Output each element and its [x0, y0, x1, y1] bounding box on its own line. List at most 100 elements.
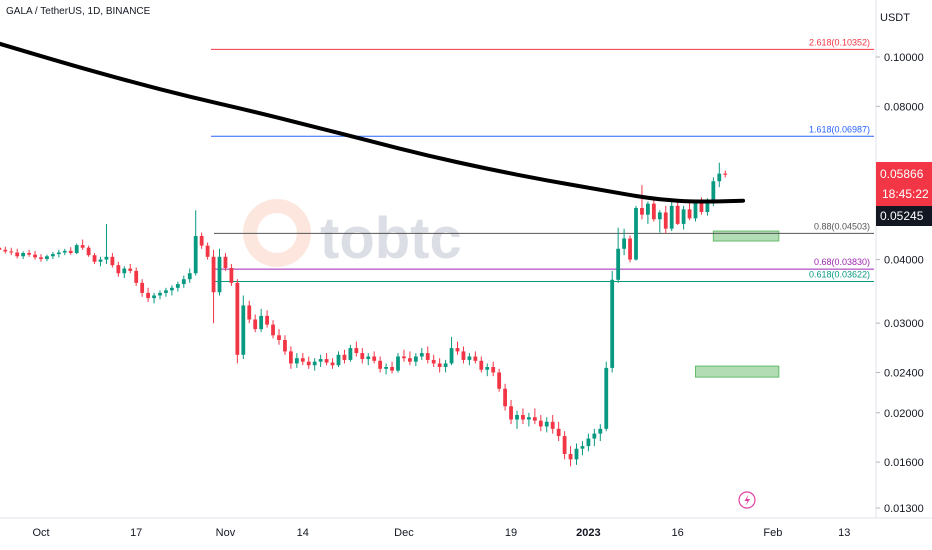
- candle: [68, 247, 73, 255]
- candle: [723, 170, 728, 178]
- candle: [330, 358, 335, 369]
- currency-label: USDT: [880, 12, 910, 24]
- candle: [497, 368, 502, 392]
- candle: [568, 446, 573, 467]
- candle: [646, 201, 650, 224]
- price-axis-ticks: 0.10000 0.08000 0.04000 0.03000 0.02400 0.020…: [876, 52, 924, 515]
- candle: [348, 344, 353, 362]
- candle: [378, 356, 383, 373]
- candle: [306, 356, 311, 369]
- candle: [259, 308, 264, 333]
- chart-title: GALA / TetherUS, 1D, BINANCE: [6, 6, 151, 17]
- candle: [574, 443, 579, 465]
- price-tick-label: 0.10000: [884, 52, 924, 64]
- candle: [521, 408, 525, 425]
- candle: [336, 351, 341, 368]
- ma-price-value: 0.05245: [880, 209, 924, 223]
- fib-levels-layer: 2.618(0.10352) 1.618(0.06987) 0.88(0.04503…: [211, 37, 874, 282]
- candle: [74, 243, 79, 255]
- fib-level-label-2: 1.618(0.06987): [809, 124, 870, 134]
- price-tick-label: 0.04000: [884, 255, 924, 267]
- candle: [205, 242, 210, 260]
- lightning-icon[interactable]: [738, 491, 756, 509]
- time-tick-label: 17: [130, 527, 142, 539]
- candle: [413, 353, 418, 367]
- support-zone-2: [695, 365, 780, 378]
- candle: [360, 348, 365, 364]
- candle: [681, 205, 686, 230]
- candle: [181, 275, 186, 288]
- candle: [408, 351, 412, 366]
- candle: [193, 210, 198, 276]
- candle: [342, 349, 347, 364]
- candle: [455, 341, 460, 355]
- ma-price-badge-bg: [876, 206, 932, 226]
- candle: [586, 433, 591, 452]
- candle: [51, 251, 55, 259]
- candle: [3, 246, 8, 254]
- candle: [175, 281, 180, 292]
- candle: [390, 361, 394, 374]
- last-price-badge: 0.05866 18:45:22: [876, 162, 932, 206]
- candle: [21, 251, 26, 259]
- candle: [140, 279, 145, 297]
- price-tick-label: 0.01600: [884, 457, 924, 469]
- ma-price-badge: 0.05245: [876, 206, 932, 226]
- moving-average-layer: [0, 41, 746, 204]
- candle: [223, 253, 228, 271]
- price-tick-label: 0.01300: [884, 503, 924, 515]
- candle: [717, 162, 722, 188]
- time-tick-label: 13: [838, 527, 850, 539]
- time-tick-label: Feb: [763, 527, 782, 539]
- price-tick-label: 0.02000: [884, 408, 924, 420]
- candle: [651, 197, 656, 222]
- candle: [56, 249, 61, 258]
- moving-average-line: [0, 41, 746, 204]
- candle: [110, 253, 115, 268]
- candle: [384, 363, 388, 375]
- candle: [229, 264, 234, 286]
- time-tick-label: 14: [297, 527, 309, 539]
- candle: [532, 408, 537, 425]
- candle: [324, 353, 329, 366]
- candle: [640, 185, 644, 220]
- support-zone-1: [712, 230, 780, 242]
- time-tick-label: 19: [505, 527, 517, 539]
- candle: [372, 351, 377, 364]
- candle: [277, 329, 281, 345]
- candle: [687, 201, 692, 221]
- candle: [634, 205, 638, 261]
- candle: [134, 267, 139, 286]
- price-tick-label: 0.08000: [884, 101, 924, 113]
- candle: [437, 358, 442, 373]
- candle: [604, 361, 609, 432]
- candle: [616, 227, 621, 283]
- candle: [544, 417, 549, 433]
- candle: [241, 295, 246, 360]
- zones-layer: [695, 230, 780, 378]
- candle: [527, 412, 531, 427]
- fib-level-label-1: 2.618(0.10352): [809, 37, 870, 47]
- candle: [211, 249, 216, 324]
- candle: [473, 351, 478, 364]
- candle: [62, 248, 67, 256]
- candle: [187, 268, 192, 283]
- candle: [92, 253, 97, 265]
- candle: [431, 354, 436, 368]
- candle: [15, 248, 20, 259]
- candle: [419, 348, 424, 360]
- svg-text:tobtc: tobtc: [320, 206, 462, 271]
- candle: [312, 358, 317, 371]
- candle: [116, 261, 121, 277]
- candle: [235, 279, 240, 364]
- candle: [675, 199, 680, 225]
- fib-level-label-3: 0.88(0.04503): [814, 221, 870, 231]
- candle: [622, 228, 626, 256]
- candle: [164, 287, 168, 297]
- candle: [479, 356, 484, 373]
- candle: [122, 266, 127, 278]
- candle: [158, 290, 162, 300]
- candles-layer: [0, 162, 728, 467]
